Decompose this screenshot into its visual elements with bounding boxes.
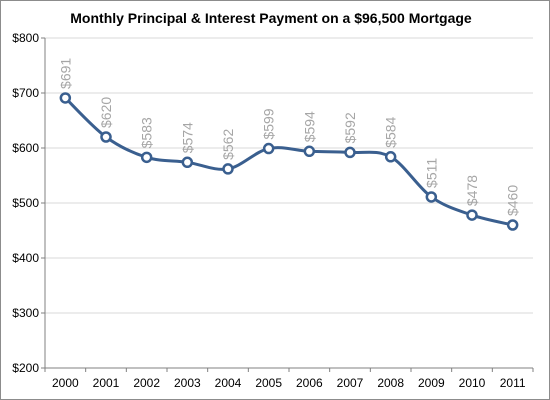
- data-label: $478: [464, 175, 480, 206]
- y-axis-ticks: $200 $300 $400 $500 $600 $700 $800: [12, 31, 45, 375]
- data-point: [181, 156, 194, 169]
- data-label: $562: [220, 129, 236, 160]
- data-point: [140, 151, 153, 164]
- gridlines: [45, 37, 533, 314]
- data-label: $574: [179, 122, 195, 153]
- y-tick-label: $700: [12, 86, 39, 100]
- x-tick-label: 2011: [500, 376, 526, 390]
- data-label: $691: [57, 58, 73, 89]
- data-point: [262, 142, 275, 155]
- y-tick-label: $400: [12, 251, 39, 265]
- data-point: [222, 163, 234, 175]
- series: [59, 92, 519, 231]
- data-label: $511: [423, 158, 439, 188]
- data-point: [303, 145, 316, 158]
- data-label: $460: [505, 185, 521, 216]
- y-tick-label: $300: [12, 306, 39, 320]
- x-tick-label: 2005: [255, 376, 282, 390]
- data-point: [100, 131, 112, 143]
- data-point: [506, 219, 519, 231]
- y-tick-label: $200: [12, 361, 39, 375]
- x-tick-label: 2006: [296, 376, 323, 390]
- data-label: $594: [301, 111, 317, 142]
- x-tick-label: 2009: [418, 376, 445, 390]
- x-tick-label: 2003: [174, 376, 201, 390]
- x-tick-label: 2001: [93, 376, 120, 390]
- data-label: $584: [383, 116, 399, 147]
- y-tick-label: $500: [12, 196, 39, 210]
- y-tick-label: $600: [12, 141, 39, 155]
- x-tick-label: 2000: [52, 376, 79, 390]
- x-tick-label: 2007: [337, 376, 364, 390]
- data-label: $592: [342, 112, 358, 143]
- data-point: [344, 146, 356, 159]
- data-label: $583: [139, 117, 155, 148]
- x-tick-label: 2010: [459, 376, 486, 390]
- x-tick-label: 2008: [377, 376, 404, 390]
- data-label: $620: [98, 97, 114, 128]
- data-point: [466, 209, 478, 221]
- chart-title: Monthly Principal & Interest Payment on …: [70, 10, 472, 26]
- data-point: [59, 92, 72, 104]
- y-tick-label: $800: [12, 31, 39, 45]
- data-labels: $691 $620 $583 $574 $562 $599 $594 $592 $584 $511…: [57, 58, 520, 216]
- x-tick-label: 2002: [133, 376, 160, 390]
- data-point: [384, 151, 397, 163]
- data-point: [425, 191, 438, 203]
- data-label: $599: [261, 108, 277, 139]
- x-axis-ticks: 2000 2001 2002 2003 2004 2005 2006 2007 2008 2009…: [44, 368, 534, 390]
- x-tick-label: 2004: [215, 376, 242, 390]
- series-line: [64, 96, 514, 227]
